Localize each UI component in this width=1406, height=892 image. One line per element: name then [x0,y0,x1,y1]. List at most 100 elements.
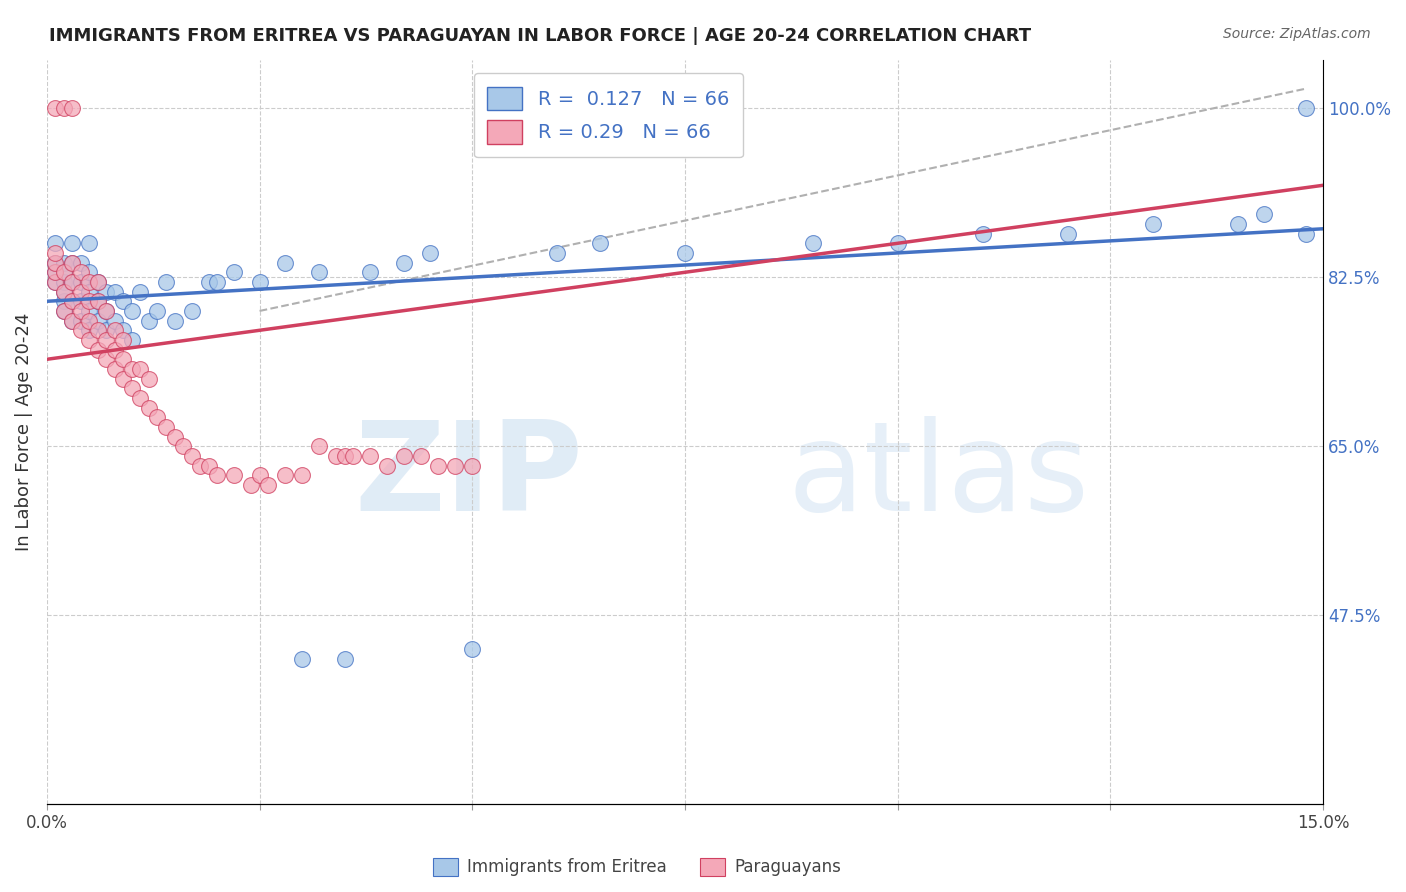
Point [52,285,75,299]
Point [70,294,93,309]
Point [121,381,143,395]
Point [427,458,450,473]
Point [444,458,467,473]
Point [104,313,127,327]
Point [172,439,194,453]
Point [87,275,110,289]
Point [44,265,66,279]
Text: ZIP: ZIP [354,416,583,537]
Point [461,458,484,473]
Point [249,275,271,289]
Text: atlas: atlas [787,416,1090,537]
Point [886,236,908,251]
Point [96,304,118,318]
Point [308,439,330,453]
Point [180,304,202,318]
Point [70,275,93,289]
Point [44,101,66,115]
Point [62,313,84,327]
Point [87,343,110,357]
Point [1295,227,1317,241]
Point [62,236,84,251]
Point [129,391,152,405]
Point [96,333,118,347]
Point [240,478,263,492]
Point [52,255,75,269]
Point [44,246,66,260]
Point [79,265,101,279]
Point [197,275,219,289]
Point [70,313,93,327]
Point [112,294,135,309]
Point [1253,207,1275,221]
Point [79,236,101,251]
Point [87,294,110,309]
Point [52,285,75,299]
Point [163,313,186,327]
Point [44,275,66,289]
Point [1142,217,1164,231]
Point [394,255,416,269]
Point [104,285,127,299]
Text: IMMIGRANTS FROM ERITREA VS PARAGUAYAN IN LABOR FORCE | AGE 20-24 CORRELATION CHA: IMMIGRANTS FROM ERITREA VS PARAGUAYAN IN… [49,27,1032,45]
Point [205,468,228,483]
Point [70,304,93,318]
Point [138,371,160,385]
Point [138,401,160,415]
Point [52,101,75,115]
Point [333,449,356,463]
Point [419,246,441,260]
Point [291,652,314,666]
Point [96,304,118,318]
Point [205,275,228,289]
Point [44,265,66,279]
Point [44,275,66,289]
Bar [700,858,725,876]
Y-axis label: In Labor Force | Age 20-24: In Labor Force | Age 20-24 [15,312,32,551]
Point [274,468,297,483]
Point [62,294,84,309]
Point [62,101,84,115]
Point [1057,227,1080,241]
Point [70,323,93,337]
Point [359,449,381,463]
Point [146,410,169,425]
Point [129,285,152,299]
Point [180,449,202,463]
Point [70,265,93,279]
Point [308,265,330,279]
Point [589,236,612,251]
Point [222,468,245,483]
Point [52,294,75,309]
Point [546,246,568,260]
Point [52,265,75,279]
Point [394,449,416,463]
Point [79,294,101,309]
Point [44,236,66,251]
Point [79,333,101,347]
Point [673,246,696,260]
Point [155,420,177,434]
Point [1227,217,1250,231]
Point [62,313,84,327]
Point [1295,101,1317,115]
Text: Source: ZipAtlas.com: Source: ZipAtlas.com [1223,27,1371,41]
Point [359,265,381,279]
Point [461,642,484,657]
Point [52,265,75,279]
Text: Paraguayans: Paraguayans [734,858,841,876]
Point [222,265,245,279]
Point [62,255,84,269]
Point [411,449,433,463]
Point [121,333,143,347]
Point [274,255,297,269]
Point [104,343,127,357]
Point [121,362,143,376]
Point [112,323,135,337]
Point [138,313,160,327]
Point [104,323,127,337]
Point [96,323,118,337]
Text: Immigrants from Eritrea: Immigrants from Eritrea [467,858,666,876]
Bar [433,858,458,876]
Point [257,478,280,492]
